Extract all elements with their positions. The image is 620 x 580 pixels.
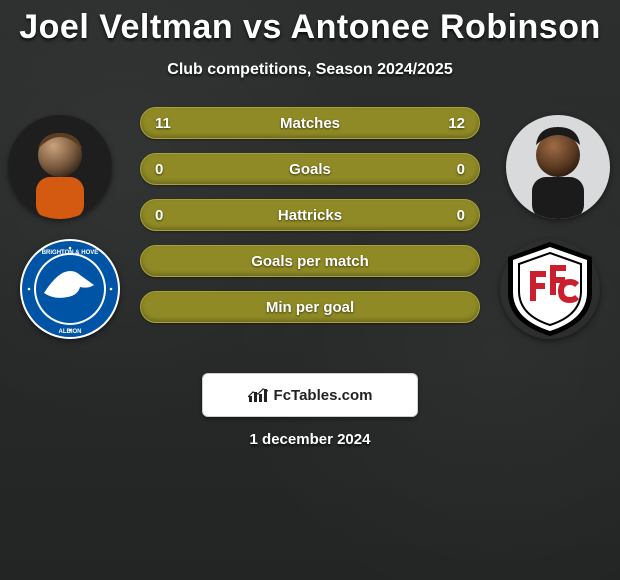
stat-bars: 11 Matches 12 0 Goals 0 0 Hattricks 0 Go…: [140, 107, 480, 337]
stat-bar: Goals per match: [140, 245, 480, 277]
page-title: Joel Veltman vs Antonee Robinson: [0, 8, 620, 47]
stat-label: Goals per match: [251, 253, 369, 270]
stat-label: Hattricks: [278, 207, 342, 224]
content-area: BRIGHTON & HOVE ALBION 11 Mat: [0, 107, 620, 357]
stat-right-value: 12: [448, 115, 465, 132]
bar-chart-icon: [248, 387, 268, 403]
watermark-text: FcTables.com: [274, 387, 373, 404]
stat-right-value: 0: [457, 161, 465, 178]
stat-right-value: 0: [457, 207, 465, 224]
stat-label: Goals: [289, 161, 331, 178]
stat-left-value: 0: [155, 207, 163, 224]
fulham-badge-icon: [500, 239, 600, 339]
stat-bar: 0 Goals 0: [140, 153, 480, 185]
avatar-placeholder-icon: [506, 115, 610, 219]
stat-label: Matches: [280, 115, 340, 132]
subtitle: Club competitions, Season 2024/2025: [0, 61, 620, 79]
stat-bar: Min per goal: [140, 291, 480, 323]
avatar-placeholder-icon: [8, 115, 112, 219]
stat-left-value: 0: [155, 161, 163, 178]
stat-label: Min per goal: [266, 299, 354, 316]
stat-bar: 11 Matches 12: [140, 107, 480, 139]
comparison-card: Joel Veltman vs Antonee Robinson Club co…: [0, 0, 620, 448]
svg-text:BRIGHTON & HOVE: BRIGHTON & HOVE: [42, 250, 99, 256]
club-badge-left: BRIGHTON & HOVE ALBION: [20, 239, 120, 339]
date: 1 december 2024: [0, 431, 620, 448]
stat-bar: 0 Hattricks 0: [140, 199, 480, 231]
player-photo-left: [8, 115, 112, 219]
stat-left-value: 11: [155, 115, 171, 132]
watermark: FcTables.com: [202, 373, 418, 417]
club-badge-right: [500, 239, 600, 339]
brighton-badge-icon: BRIGHTON & HOVE ALBION: [20, 239, 120, 339]
player-photo-right: [506, 115, 610, 219]
svg-text:ALBION: ALBION: [59, 329, 82, 335]
